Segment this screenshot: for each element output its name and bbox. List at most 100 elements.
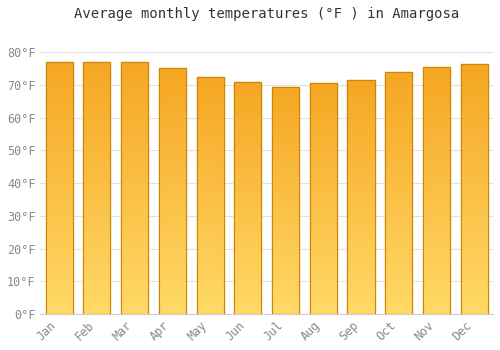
Bar xyxy=(84,294,110,296)
Bar xyxy=(385,84,412,86)
Bar xyxy=(121,309,148,312)
Bar xyxy=(84,113,110,115)
Bar xyxy=(348,251,374,253)
Bar xyxy=(385,94,412,96)
Bar xyxy=(385,133,412,135)
Bar xyxy=(310,224,337,226)
Bar xyxy=(272,128,299,130)
Bar xyxy=(423,117,450,119)
Bar xyxy=(84,148,110,150)
Bar xyxy=(196,120,224,122)
Bar xyxy=(121,77,148,80)
Bar xyxy=(196,219,224,222)
Bar xyxy=(196,110,224,112)
Bar xyxy=(423,141,450,144)
Bar xyxy=(234,82,262,84)
Bar xyxy=(310,222,337,224)
Bar xyxy=(385,164,412,166)
Bar xyxy=(159,130,186,132)
Bar xyxy=(159,220,186,223)
Bar xyxy=(310,169,337,171)
Bar xyxy=(84,80,110,82)
Bar xyxy=(159,233,186,235)
Bar xyxy=(423,75,450,77)
Bar xyxy=(385,237,412,239)
Bar xyxy=(121,181,148,183)
Bar xyxy=(423,312,450,314)
Bar xyxy=(348,120,374,122)
Bar xyxy=(159,174,186,176)
Bar xyxy=(234,112,262,114)
Bar xyxy=(46,155,73,158)
Bar xyxy=(460,104,488,106)
Bar xyxy=(196,226,224,229)
Bar xyxy=(234,288,262,291)
Bar xyxy=(385,278,412,280)
Bar xyxy=(385,181,412,183)
Bar xyxy=(310,120,337,122)
Bar xyxy=(423,70,450,72)
Bar xyxy=(423,218,450,220)
Bar xyxy=(159,206,186,208)
Bar xyxy=(84,62,110,65)
Bar xyxy=(234,263,262,265)
Bar xyxy=(159,189,186,191)
Bar xyxy=(234,121,262,124)
Bar xyxy=(348,115,374,118)
Bar xyxy=(121,190,148,193)
Bar xyxy=(121,72,148,75)
Bar xyxy=(234,226,262,228)
Bar xyxy=(46,294,73,296)
Bar xyxy=(196,79,224,82)
Bar xyxy=(385,224,412,227)
Bar xyxy=(348,190,374,192)
Bar xyxy=(159,161,186,164)
Bar xyxy=(460,211,488,214)
Bar xyxy=(423,210,450,213)
Bar xyxy=(84,135,110,138)
Bar xyxy=(272,196,299,198)
Bar xyxy=(310,266,337,268)
Bar xyxy=(84,304,110,306)
Bar xyxy=(159,302,186,304)
Bar xyxy=(385,200,412,203)
Bar xyxy=(348,290,374,293)
Bar xyxy=(159,223,186,225)
Bar xyxy=(310,139,337,141)
Bar xyxy=(196,195,224,198)
Bar xyxy=(272,255,299,257)
Bar xyxy=(348,225,374,228)
Bar xyxy=(423,171,450,173)
Bar xyxy=(423,156,450,159)
Bar xyxy=(385,72,412,314)
Bar xyxy=(272,110,299,112)
Bar xyxy=(423,228,450,230)
Bar xyxy=(272,100,299,103)
Bar xyxy=(385,166,412,169)
Bar xyxy=(348,94,374,97)
Bar xyxy=(423,107,450,109)
Bar xyxy=(159,71,186,73)
Bar xyxy=(348,241,374,244)
Bar xyxy=(46,228,73,231)
Bar xyxy=(272,262,299,264)
Bar xyxy=(84,133,110,135)
Bar xyxy=(121,246,148,248)
Bar xyxy=(460,159,488,161)
Bar xyxy=(84,206,110,208)
Bar xyxy=(121,264,148,266)
Bar xyxy=(46,158,73,160)
Bar xyxy=(121,266,148,268)
Bar xyxy=(348,134,374,136)
Bar xyxy=(46,168,73,170)
Bar xyxy=(234,98,262,100)
Bar xyxy=(121,279,148,281)
Bar xyxy=(121,198,148,201)
Bar xyxy=(196,278,224,281)
Bar xyxy=(348,183,374,186)
Bar xyxy=(348,300,374,302)
Bar xyxy=(196,153,224,155)
Bar xyxy=(348,279,374,281)
Bar xyxy=(84,97,110,100)
Bar xyxy=(46,65,73,67)
